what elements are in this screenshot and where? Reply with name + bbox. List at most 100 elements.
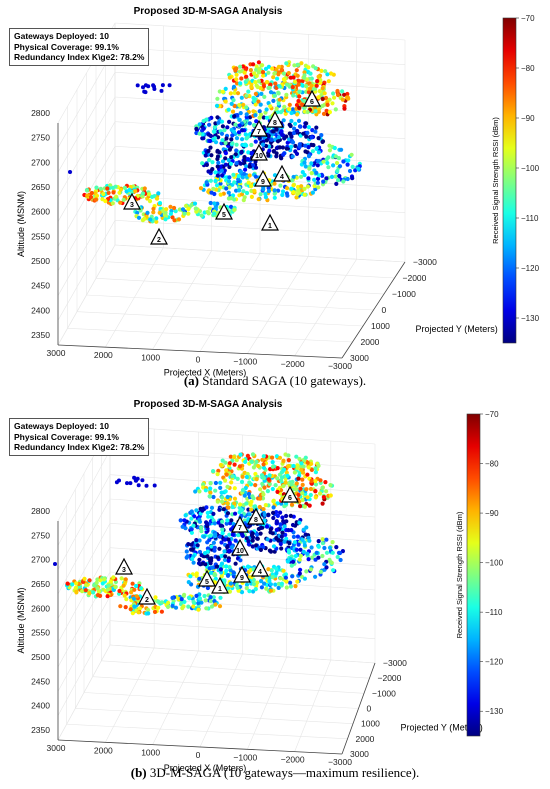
rssi-point (226, 158, 231, 163)
rssi-point (129, 590, 134, 595)
rssi-point (239, 150, 244, 155)
rssi-point (215, 156, 220, 162)
info-a-coverage: Physical Coverage: 99.1% (14, 41, 119, 52)
rssi-point (272, 195, 277, 200)
rssi-point (295, 73, 300, 78)
rssi-point (150, 194, 155, 199)
rssi-point (290, 140, 296, 145)
rssi-point (220, 519, 225, 524)
rssi-point (186, 206, 191, 212)
rssi-point (303, 455, 308, 460)
rssi-point (270, 486, 275, 492)
gateway-label: 4 (280, 174, 284, 181)
rssi-point (331, 568, 336, 573)
rssi-point (295, 128, 300, 134)
rssi-point (220, 138, 225, 143)
x-axis-label: Projected X (Meters) (164, 763, 247, 773)
rssi-point (292, 540, 297, 545)
rssi-point (301, 549, 306, 554)
rssi-point (156, 605, 161, 610)
rssi-point (231, 172, 236, 177)
rssi-point (316, 539, 321, 544)
rssi-point (308, 71, 313, 76)
rssi-point (245, 157, 250, 162)
rssi-point (213, 178, 218, 184)
rssi-point (128, 481, 133, 486)
rssi-point (296, 118, 302, 123)
rssi-point (346, 158, 351, 163)
rssi-point (153, 595, 158, 600)
rssi-point (209, 505, 215, 510)
caption-b-text: 3D-M-SAGA (10 gateways—maximum resilienc… (149, 765, 420, 780)
rssi-point (219, 119, 225, 124)
rssi-point (275, 476, 280, 481)
rssi-point (331, 163, 336, 168)
rssi-point (222, 537, 227, 542)
z-tick-label: 2450 (31, 281, 50, 291)
rssi-point (234, 72, 239, 77)
rssi-point (249, 142, 254, 148)
gateway-triangle-icon (198, 569, 216, 587)
gateway-marker: 6 (281, 485, 299, 503)
rssi-point (225, 125, 230, 130)
rssi-point (310, 149, 315, 154)
rssi-point (136, 610, 141, 615)
rssi-point (106, 190, 111, 195)
rssi-point (297, 94, 302, 99)
rssi-point (136, 483, 141, 488)
rssi-point (305, 109, 310, 115)
gateway-marker: 9 (233, 565, 251, 583)
rssi-point (125, 481, 129, 486)
rssi-point (170, 595, 175, 600)
gateway-label: 7 (257, 129, 261, 136)
rssi-point (292, 79, 298, 84)
rssi-point (91, 590, 96, 595)
rssi-point (276, 135, 281, 140)
rssi-point (284, 585, 289, 590)
rssi-point (204, 117, 209, 122)
rssi-point (190, 556, 195, 561)
rssi-point (223, 162, 228, 167)
rssi-point (233, 538, 238, 543)
rssi-point (238, 64, 243, 69)
rssi-point (253, 165, 259, 170)
rssi-point (304, 569, 309, 574)
rssi-point (296, 62, 301, 67)
rssi-point (247, 589, 252, 594)
rssi-point (266, 70, 271, 75)
gateway-triangle-icon (150, 227, 168, 245)
rssi-point (320, 541, 325, 546)
rssi-point (92, 583, 97, 588)
rssi-point (300, 102, 305, 107)
panel-a: 3000 2000 1000 0 −1000 −2000 −3000 −3000 −2000 −1… (16, 14, 540, 378)
rssi-point (264, 524, 270, 529)
rssi-point (222, 557, 227, 563)
y-tick-label: 0 (382, 305, 387, 315)
x-tick-label: 2000 (94, 745, 113, 755)
gateway-markers: 1 2 3 4 5 6 7 8 9 10 (123, 89, 321, 245)
rssi-point (287, 102, 292, 107)
rssi-point (208, 561, 213, 566)
rssi-point (228, 581, 233, 586)
rssi-point (297, 79, 302, 84)
rssi-point (267, 578, 272, 584)
rssi-point (318, 478, 323, 483)
rssi-point (298, 547, 303, 552)
rssi-point (324, 550, 330, 555)
rssi-point (249, 188, 254, 193)
rssi-point (316, 95, 321, 100)
rssi-point (328, 71, 334, 76)
z-tick-label: 2550 (31, 231, 50, 241)
rssi-point (280, 189, 286, 194)
rssi-point (280, 530, 285, 535)
rssi-point (278, 510, 283, 515)
gateway-marker: 8 (247, 507, 265, 525)
rssi-point (252, 188, 257, 193)
rssi-point (217, 604, 223, 609)
rssi-point (221, 507, 226, 512)
rssi-point (244, 582, 250, 587)
z-tick-label: 2450 (31, 676, 50, 686)
chart-a-info-box: Gateways Deployed: 10 Physical Coverage:… (9, 28, 150, 66)
rssi-point (226, 107, 231, 112)
rssi-point (106, 583, 111, 588)
